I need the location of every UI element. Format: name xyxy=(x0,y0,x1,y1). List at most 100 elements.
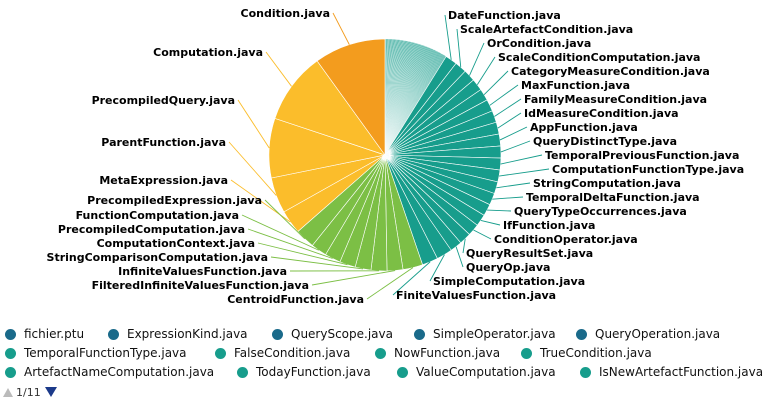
legend-item[interactable]: QueryScope.java xyxy=(272,325,393,343)
leader-line xyxy=(392,261,431,296)
slice-label: TemporalPreviousFunction.java xyxy=(545,149,739,162)
slice-label: MaxFunction.java xyxy=(521,79,630,92)
slice-label: QueryOp.java xyxy=(466,261,550,274)
slice-label: PrecompiledExpression.java xyxy=(87,194,262,207)
leader-line xyxy=(497,112,522,129)
slice-label: Computation.java xyxy=(153,46,263,59)
leader-line xyxy=(492,196,524,200)
slice-label: FunctionComputation.java xyxy=(76,209,239,222)
leader-line xyxy=(429,254,445,282)
legend-item[interactable]: ValueComputation.java xyxy=(397,363,556,381)
slice-label: FilteredInfiniteValuesFunction.java xyxy=(92,279,309,292)
slice-label: DateFunction.java xyxy=(448,9,561,22)
slice-label: StringComparisonComputation.java xyxy=(47,251,268,264)
legend-swatch xyxy=(237,366,248,378)
legend-label: ExpressionKind.java xyxy=(127,327,248,341)
legend-item[interactable]: ExpressionKind.java xyxy=(108,325,248,343)
slice-label: PrecompiledQuery.java xyxy=(92,94,235,107)
legend-label: ArtefactNameComputation.java xyxy=(24,365,215,379)
slice-label: QueryResultSet.java xyxy=(466,247,593,260)
leader-line xyxy=(469,42,485,76)
leader-line xyxy=(489,84,519,106)
legend-item[interactable]: TemporalFunctionType.java xyxy=(5,344,187,362)
legend-swatch xyxy=(108,328,119,340)
legend-swatch xyxy=(215,347,226,359)
legend-item[interactable]: NowFunction.java xyxy=(375,344,500,362)
slice-label: TemporalDeltaFunction.java xyxy=(526,191,700,204)
legend-item[interactable]: SimpleOperator.java xyxy=(414,325,556,343)
legend-label: fichier.ptu xyxy=(24,327,85,341)
pie-slice[interactable] xyxy=(316,38,386,156)
leader-line xyxy=(366,267,414,300)
leader-line xyxy=(487,209,512,212)
slice-label: AppFunction.java xyxy=(530,121,638,134)
legend-swatch xyxy=(272,328,283,340)
legend-label: ValueComputation.java xyxy=(416,365,556,379)
slice-label: ComputationContext.java xyxy=(97,237,255,250)
slice-label: CentroidFunction.java xyxy=(227,293,364,306)
pie-chart: DateFunction.javaScaleArtefactCondition.… xyxy=(47,7,745,306)
pie-slice[interactable] xyxy=(274,60,386,156)
legend-label: QueryScope.java xyxy=(291,327,393,341)
legend-swatch xyxy=(576,328,587,340)
leader-line xyxy=(473,229,492,240)
leader-line xyxy=(499,168,550,177)
leader-line xyxy=(500,154,543,165)
leader-line xyxy=(257,242,348,266)
slice-label: InfiniteValuesFunction.java xyxy=(118,265,287,278)
legend-swatch xyxy=(5,366,16,378)
legend-item[interactable]: QueryOperation.java xyxy=(576,325,720,343)
leader-line xyxy=(444,14,452,60)
leader-line xyxy=(456,28,462,68)
legend: fichier.ptu ExpressionKind.java QuerySco… xyxy=(0,325,766,385)
legend-item[interactable]: TrueCondition.java xyxy=(521,344,652,362)
legend-swatch xyxy=(5,328,16,340)
leader-line xyxy=(499,126,528,141)
slice-label: ComputationFunctionType.java xyxy=(552,163,744,176)
leader-line xyxy=(270,256,364,270)
slice-label: ParentFunction.java xyxy=(101,136,226,149)
legend-swatch xyxy=(375,347,386,359)
slice-label: Condition.java xyxy=(241,7,331,20)
legend-label: IsNewArtefactFunction.java xyxy=(599,365,764,379)
leader-line xyxy=(228,141,277,196)
legend-item[interactable]: fichier.ptu xyxy=(5,325,84,343)
legend-swatch xyxy=(5,347,16,359)
leader-line xyxy=(332,12,350,45)
legend-item[interactable]: TodayFunction.java xyxy=(237,363,371,381)
slice-label: FamilyMeasureCondition.java xyxy=(524,93,707,106)
leader-line xyxy=(455,246,464,268)
leader-line xyxy=(500,140,531,153)
leader-line xyxy=(241,214,319,251)
legend-label: TodayFunction.java xyxy=(256,365,371,379)
page-indicator: 1/11 xyxy=(16,385,41,399)
slice-label: MetaExpression.java xyxy=(99,174,228,187)
legend-swatch xyxy=(521,347,532,359)
slice-label: StringComputation.java xyxy=(533,177,681,190)
leader-line xyxy=(237,99,270,149)
leader-line xyxy=(265,51,292,87)
legend-label: QueryOperation.java xyxy=(595,327,721,341)
legend-label: TrueCondition.java xyxy=(540,346,652,360)
slice-label: IfFunction.java xyxy=(503,219,595,232)
leader-line xyxy=(264,199,306,240)
slice-label: QueryTypeOccurrences.java xyxy=(514,205,687,218)
page-down-icon[interactable] xyxy=(44,387,57,397)
slice-label: IdMeasureCondition.java xyxy=(524,107,679,120)
legend-swatch xyxy=(580,366,591,378)
legend-label: SimpleOperator.java xyxy=(433,327,556,341)
legend-pager: 1/11 xyxy=(3,384,57,400)
slice-label: ConditionOperator.java xyxy=(494,233,638,246)
slice-label: FiniteValuesFunction.java xyxy=(396,289,556,302)
slice-label: CategoryMeasureCondition.java xyxy=(511,65,710,78)
legend-item[interactable]: IsNewArtefactFunction.java xyxy=(580,363,763,381)
page-up-icon[interactable] xyxy=(3,387,13,397)
legend-item[interactable]: FalseCondition.java xyxy=(215,344,350,362)
legend-swatch xyxy=(414,328,425,340)
legend-label: NowFunction.java xyxy=(394,346,501,360)
legend-item[interactable]: ArtefactNameComputation.java xyxy=(5,363,214,381)
slice-label: ScaleConditionComputation.java xyxy=(498,51,700,64)
leader-line xyxy=(311,270,396,286)
leader-line xyxy=(462,238,466,254)
leader-line xyxy=(496,182,531,189)
